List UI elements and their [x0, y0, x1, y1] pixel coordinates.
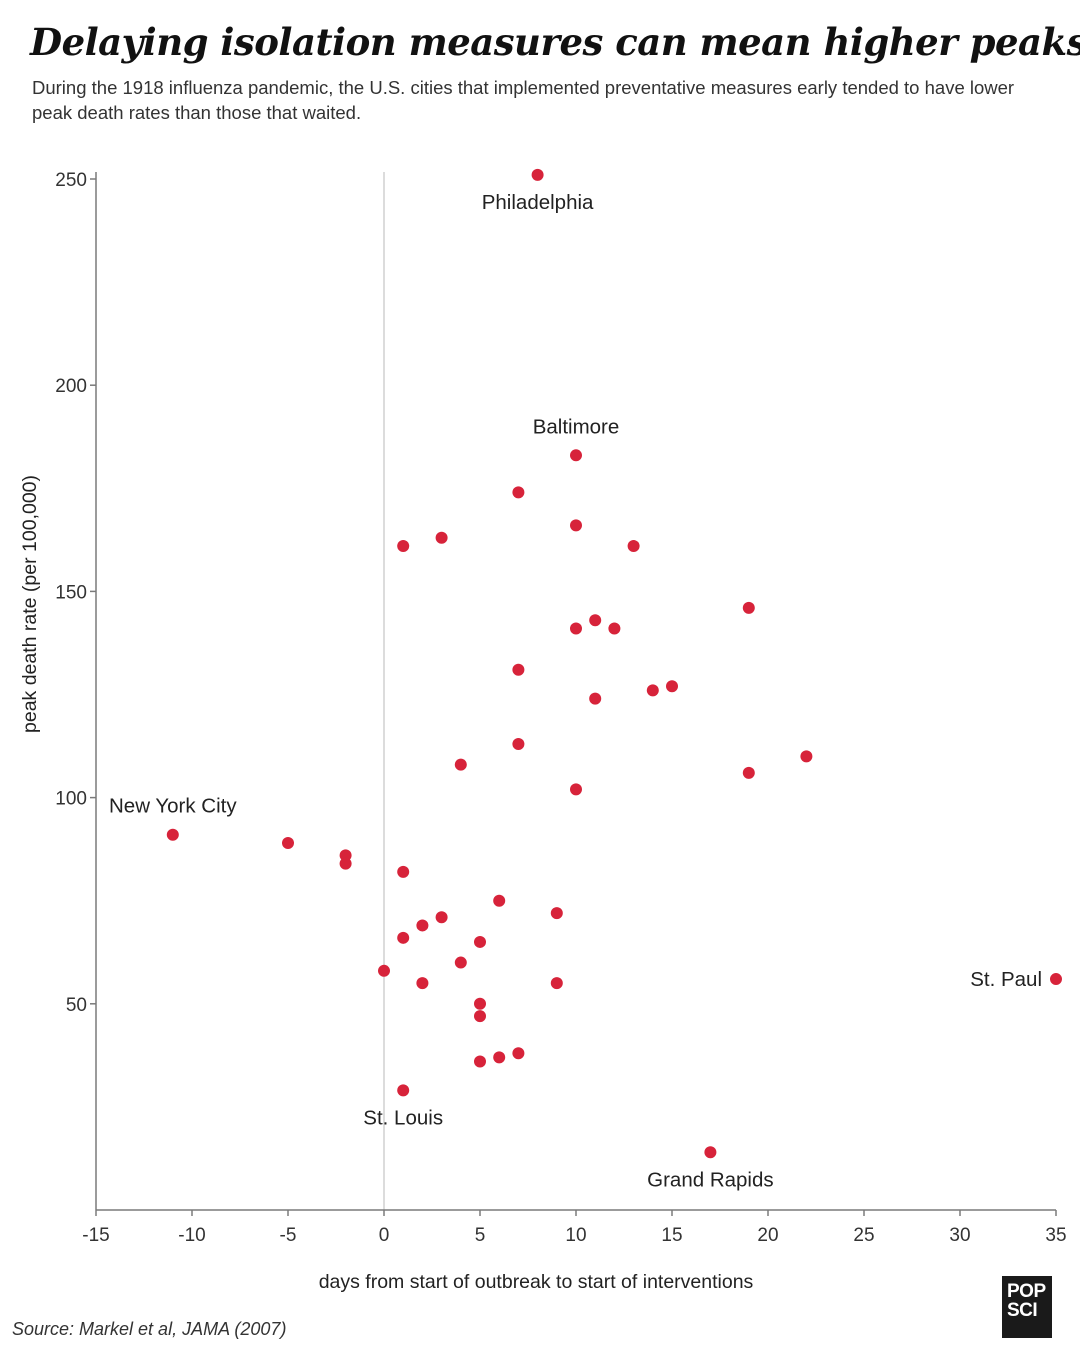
data-point [454, 956, 467, 969]
y-tick-label: 50 [66, 995, 87, 1016]
chart-subtitle: During the 1918 influenza pandemic, the … [32, 77, 1015, 123]
logo-line-2: SCI [1007, 1300, 1038, 1321]
data-point [512, 486, 525, 499]
data-point [166, 828, 179, 841]
data-point [589, 692, 602, 705]
x-tick-label: 10 [565, 1225, 586, 1246]
data-label: Philadelphia [482, 191, 594, 214]
data-point [397, 540, 410, 553]
logo-line-1: POP [1007, 1281, 1046, 1302]
data-point [570, 449, 582, 462]
data-point [416, 977, 429, 990]
data-point [282, 836, 294, 849]
data-label: Grand Rapids [647, 1168, 773, 1191]
x-tick-label: 30 [949, 1225, 970, 1246]
data-point [646, 684, 659, 697]
data-point [704, 1146, 717, 1159]
data-point [454, 758, 467, 771]
x-tick-label: 0 [379, 1225, 390, 1246]
x-tick-label: 15 [661, 1225, 682, 1246]
data-point [474, 935, 486, 948]
y-tick-label: 100 [55, 789, 87, 810]
data-label: St. Louis [363, 1106, 443, 1129]
x-tick-label: 25 [853, 1225, 874, 1246]
x-tick-label: -10 [178, 1225, 205, 1246]
y-tick-label: 200 [55, 376, 87, 397]
y-axis-title: peak death rate (per 100,000) [19, 475, 41, 733]
data-point [435, 911, 448, 924]
data-point [742, 601, 755, 614]
x-tick-label: 35 [1045, 1225, 1066, 1246]
data-label: Baltimore [533, 415, 620, 438]
data-point [435, 531, 448, 544]
x-axis-title: days from start of outbreak to start of … [319, 1271, 754, 1293]
data-point [378, 964, 390, 977]
data-point [550, 977, 563, 990]
data-point [493, 1051, 506, 1064]
x-tick-label: 20 [757, 1225, 778, 1246]
data-point [570, 783, 582, 796]
data-point [339, 857, 352, 870]
data-point [627, 540, 640, 553]
data-point [666, 680, 678, 693]
data-point [339, 849, 352, 862]
data-point [531, 168, 544, 181]
data-point [589, 614, 602, 627]
data-point [570, 519, 582, 532]
data-point [512, 663, 525, 676]
data-point [1050, 973, 1062, 986]
y-tick-label: 150 [55, 582, 87, 603]
data-point [800, 750, 813, 763]
data-point [397, 931, 410, 944]
data-point [570, 622, 582, 635]
data-point [550, 907, 563, 920]
data-point [742, 766, 755, 779]
x-tick-label: -5 [280, 1225, 297, 1246]
x-tick-label: 5 [475, 1225, 486, 1246]
data-point [474, 997, 486, 1010]
data-point [608, 622, 621, 635]
data-point [512, 737, 525, 750]
source-note: Source: Markel et al, JAMA (2007) [12, 1319, 287, 1339]
data-point [493, 894, 506, 907]
popsci-logo: POP SCI [1002, 1276, 1052, 1338]
data-point [474, 1055, 486, 1068]
data-point [474, 1010, 486, 1023]
x-tick-label: -15 [82, 1225, 109, 1246]
chart-title: Delaying isolation measures can mean hig… [30, 20, 1080, 64]
data-point [512, 1047, 525, 1060]
data-point [397, 865, 410, 878]
y-tick-label: 250 [55, 170, 87, 191]
data-point [416, 919, 429, 932]
data-label: St. Paul [970, 968, 1042, 991]
data-point [397, 1084, 410, 1097]
data-label: New York City [109, 795, 237, 818]
